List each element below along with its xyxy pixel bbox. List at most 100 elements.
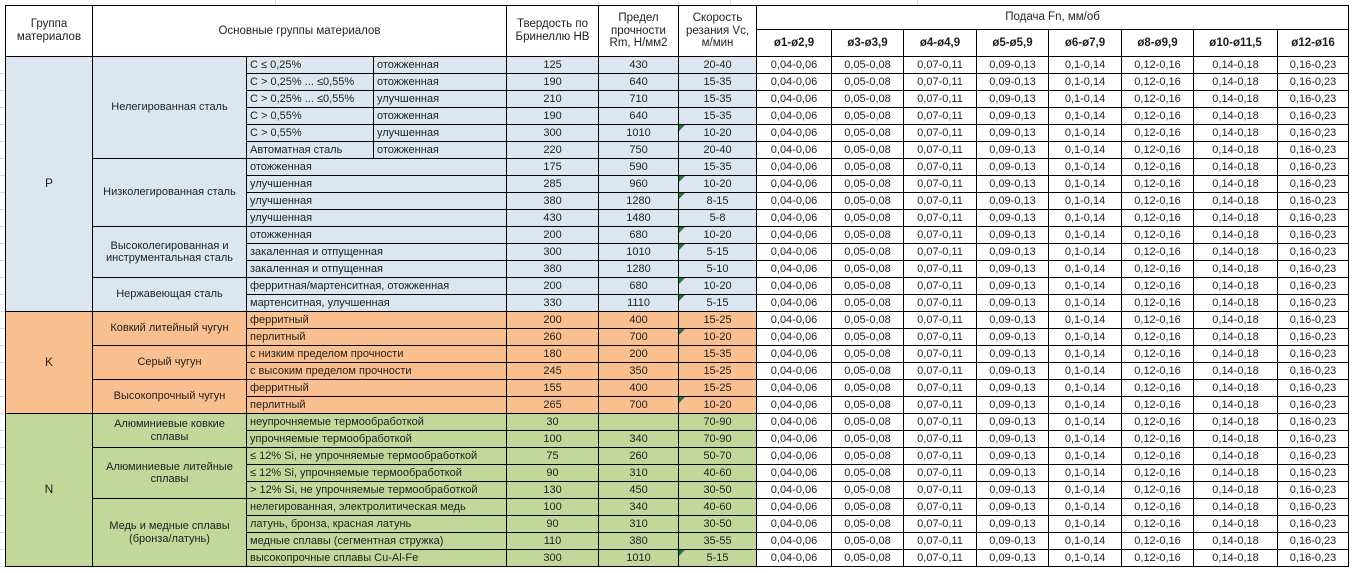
cell-hardness-hb: 200: [506, 311, 600, 329]
cell-feed-value: 0,16-0,23: [1277, 243, 1350, 261]
cell-strength-rm: 400: [598, 379, 680, 397]
table-row: перлитный 265 700 10-20 0,04-0,06 0,05-0,08 0,…: [6, 396, 1350, 414]
cell-feed-value: 0,14-0,18: [1193, 90, 1279, 108]
cell-feed-value: 0,14-0,18: [1193, 124, 1279, 142]
cell-feed-value: 0,16-0,23: [1277, 311, 1350, 329]
cell-feed-value: 0,05-0,08: [831, 413, 905, 431]
cell-feed-value: 0,1-0,14: [1048, 209, 1123, 227]
header-material-group: Группа материалов: [5, 5, 93, 57]
cell-feed-value: 0,07-0,11: [903, 209, 978, 227]
header-feed-diameter: ø10-ø11,5: [1193, 29, 1279, 57]
header-feed-diameter: ø4-ø4,9: [903, 29, 978, 57]
cell-feed-value: 0,05-0,08: [831, 192, 905, 210]
cell-feed-value: 0,05-0,08: [831, 464, 905, 482]
cell-feed-value: 0,05-0,08: [831, 226, 905, 244]
cell-feed-value: 0,12-0,16: [1121, 141, 1195, 159]
cell-heat-treatment: улучшенная: [372, 90, 508, 108]
cell-material-condition: ферритная/мартенситная, отожженная: [245, 277, 508, 295]
cell-feed-value: 0,14-0,18: [1193, 464, 1279, 482]
cell-feed-value: 0,1-0,14: [1048, 226, 1123, 244]
cell-feed-value: 0,05-0,08: [831, 362, 905, 380]
cell-hardness-hb: 200: [506, 226, 600, 244]
cell-hardness-hb: 130: [506, 481, 600, 499]
cell-feed-value: 0,09-0,13: [976, 447, 1050, 465]
cell-feed-value: 0,07-0,11: [903, 430, 978, 448]
cell-feed-value: 0,14-0,18: [1193, 141, 1279, 159]
cell-feed-value: 0,12-0,16: [1121, 56, 1195, 74]
cell-strength-rm: 200: [598, 345, 680, 363]
cell-feed-value: 0,14-0,18: [1193, 362, 1279, 380]
cell-feed-value: 0,16-0,23: [1277, 294, 1350, 312]
cell-feed-value: 0,16-0,23: [1277, 515, 1350, 533]
cell-material-condition: медные сплавы (сегментная стружка): [245, 532, 508, 550]
cell-feed-value: 0,05-0,08: [831, 124, 905, 142]
cell-feed-value: 0,04-0,06: [756, 226, 833, 244]
cell-feed-value: 0,16-0,23: [1277, 175, 1350, 193]
cell-feed-value: 0,1-0,14: [1048, 243, 1123, 261]
table-row: N Алюминиевые ковкие сплавы неупрочняемые …: [5, 413, 1350, 567]
cell-feed-value: 0,09-0,13: [976, 311, 1050, 329]
cell-speed-vc: 15-35: [678, 107, 758, 125]
cell-feed-value: 0,04-0,06: [756, 396, 833, 414]
header-feed-diameter: ø12-ø16: [1277, 29, 1350, 57]
cell-feed-value: 0,04-0,06: [756, 430, 833, 448]
cell-feed-value: 0,09-0,13: [976, 107, 1050, 125]
cell-speed-vc: 15-25: [678, 311, 758, 329]
table-row: Высоколегированная и инструментальная ст…: [6, 226, 1350, 278]
cell-feed-value: 0,1-0,14: [1048, 481, 1123, 499]
cell-speed-vc: 20-40: [678, 56, 758, 74]
cell-material-condition: латунь, бронза, красная латунь: [245, 515, 508, 533]
cell-material-condition: мартенситная, улучшенная: [245, 294, 508, 312]
cell-material-condition: С > 0,55%: [246, 107, 374, 125]
cell-speed-vc: 15-35: [678, 73, 758, 91]
green-triangle-icon: [679, 176, 686, 182]
margin-gridlines-top: [0, 0, 1356, 5]
cell-feed-value: 0,12-0,16: [1121, 226, 1195, 244]
cell-feed-value: 0,14-0,18: [1193, 328, 1279, 346]
cell-feed-value: 0,09-0,13: [976, 175, 1050, 193]
cell-strength-rm: [598, 413, 680, 431]
cell-feed-value: 0,05-0,08: [831, 243, 905, 261]
cell-speed-vc: 5-10: [678, 260, 758, 278]
cell-feed-value: 0,16-0,23: [1277, 379, 1350, 397]
cell-feed-value: 0,07-0,11: [903, 379, 978, 397]
cell-subgroup-name: Низколегированная сталь: [92, 158, 247, 227]
green-triangle-icon: [679, 278, 686, 284]
cell-material-condition: улучшенная: [245, 209, 508, 227]
cell-feed-value: 0,07-0,11: [903, 328, 978, 346]
cell-feed-value: 0,07-0,11: [903, 481, 978, 499]
cell-strength-rm: 640: [598, 73, 680, 91]
cell-speed-vc: 50-70: [678, 447, 758, 465]
cell-feed-value: 0,09-0,13: [976, 515, 1050, 533]
table-row: улучшенная 380 1280 8-15 0,04-0,06 0,05-0,08 0…: [6, 192, 1350, 210]
cell-feed-value: 0,1-0,14: [1048, 430, 1123, 448]
cell-feed-value: 0,16-0,23: [1277, 73, 1350, 91]
cell-feed-value: 0,07-0,11: [903, 158, 978, 176]
cell-hardness-hb: 180: [506, 345, 600, 363]
cell-strength-rm: 340: [598, 498, 680, 516]
cell-feed-value: 0,04-0,06: [756, 498, 833, 516]
cell-speed-vc: 30-50: [678, 481, 758, 499]
table-row: С > 0,25% ... ≤0,55% улучшенная 210 710 15-3…: [6, 90, 1350, 108]
cell-speed-vc: 30-50: [678, 515, 758, 533]
cell-feed-value: 0,04-0,06: [756, 515, 833, 533]
cell-hardness-hb: 155: [506, 379, 600, 397]
cell-feed-value: 0,07-0,11: [903, 260, 978, 278]
cell-hardness-hb: 330: [506, 294, 600, 312]
cell-feed-value: 0,07-0,11: [903, 277, 978, 295]
header-feed-diameter: ø1-ø2,9: [756, 29, 833, 57]
cell-feed-value: 0,05-0,08: [831, 311, 905, 329]
cell-feed-value: 0,07-0,11: [903, 124, 978, 142]
table-row: Нержавеющая сталь ферритная/мартенситная,…: [6, 277, 1350, 312]
cell-feed-value: 0,1-0,14: [1048, 107, 1123, 125]
cell-strength-rm: 430: [598, 56, 680, 74]
cell-material-condition: отожженная: [245, 226, 508, 244]
cell-feed-value: 0,1-0,14: [1048, 124, 1123, 142]
cell-feed-value: 0,1-0,14: [1048, 192, 1123, 210]
cell-feed-value: 0,09-0,13: [976, 532, 1050, 550]
cell-feed-value: 0,14-0,18: [1193, 481, 1279, 499]
cell-hardness-hb: 210: [506, 90, 600, 108]
cell-speed-vc: 8-15: [678, 192, 758, 210]
cell-strength-rm: 1010: [598, 549, 680, 567]
